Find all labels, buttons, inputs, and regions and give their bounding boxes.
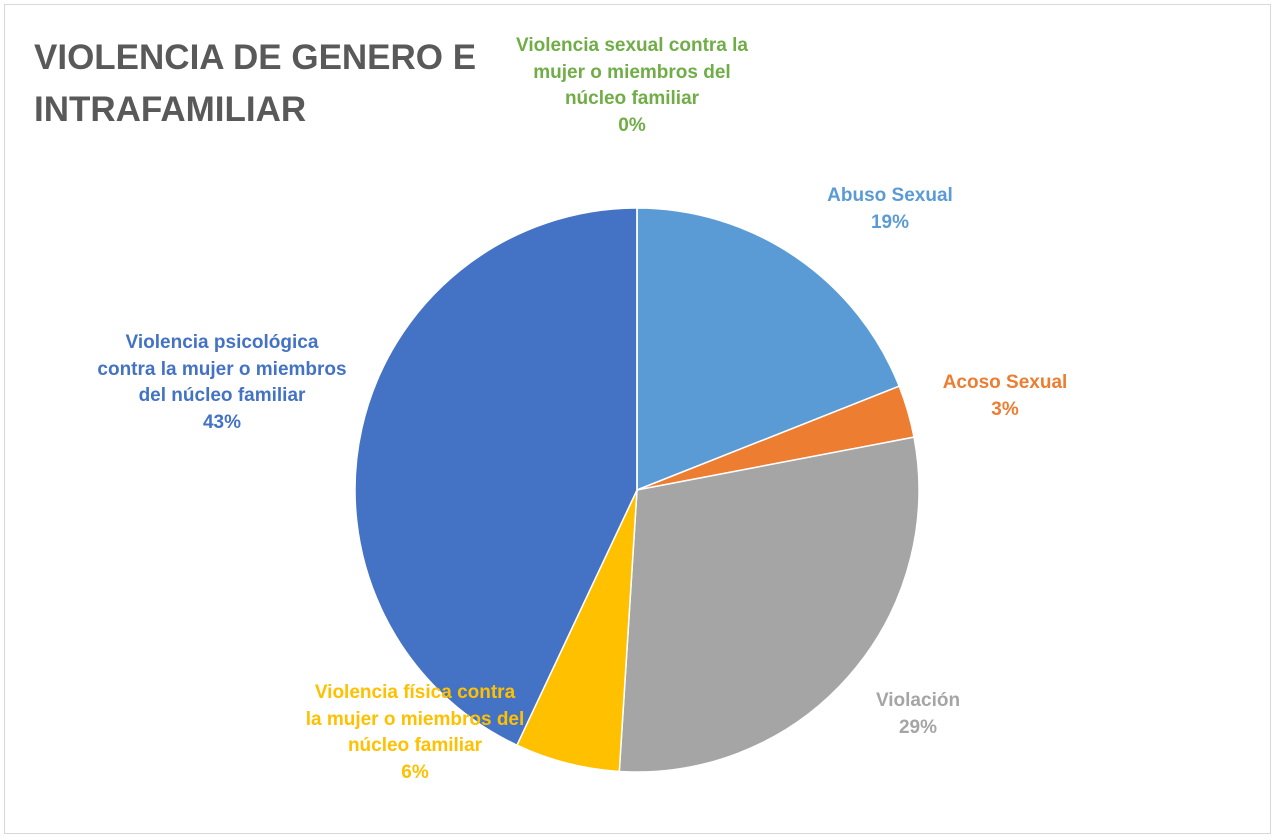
value-label: 43% [202, 411, 242, 433]
data-label: Violencia física contra la mujer o miemb… [305, 680, 525, 786]
value-label: 19% [870, 211, 910, 233]
data-label: Violencia sexual contra la mujer o miemb… [512, 33, 752, 139]
data-label: Violación 29% [838, 688, 998, 741]
pie-slice [354, 207, 638, 747]
value-label: 29% [898, 716, 938, 738]
data-label: Violencia psicológica contra la mujer o … [97, 330, 347, 436]
chart-frame [4, 4, 1271, 834]
category-label: Violencia física contra la mujer o miemb… [305, 682, 525, 756]
category-label: Abuso Sexual [827, 185, 953, 206]
value-label: 3% [991, 398, 1019, 420]
category-label: Violencia psicológica contra la mujer o … [97, 332, 347, 406]
value-label: 6% [401, 761, 429, 783]
category-label: Acoso Sexual [942, 372, 1068, 393]
data-label: Abuso Sexual 19% [790, 183, 990, 236]
data-label: Acoso Sexual 3% [915, 370, 1095, 423]
pie-slice [636, 207, 901, 492]
category-label: Violación [875, 690, 961, 711]
value-label: 0% [618, 114, 646, 136]
chart-title: VIOLENCIA DE GENERO E INTRAFAMILIAR [34, 38, 477, 129]
pie-slice [618, 436, 920, 773]
category-label: Violencia sexual contra la mujer o miemb… [516, 35, 748, 109]
